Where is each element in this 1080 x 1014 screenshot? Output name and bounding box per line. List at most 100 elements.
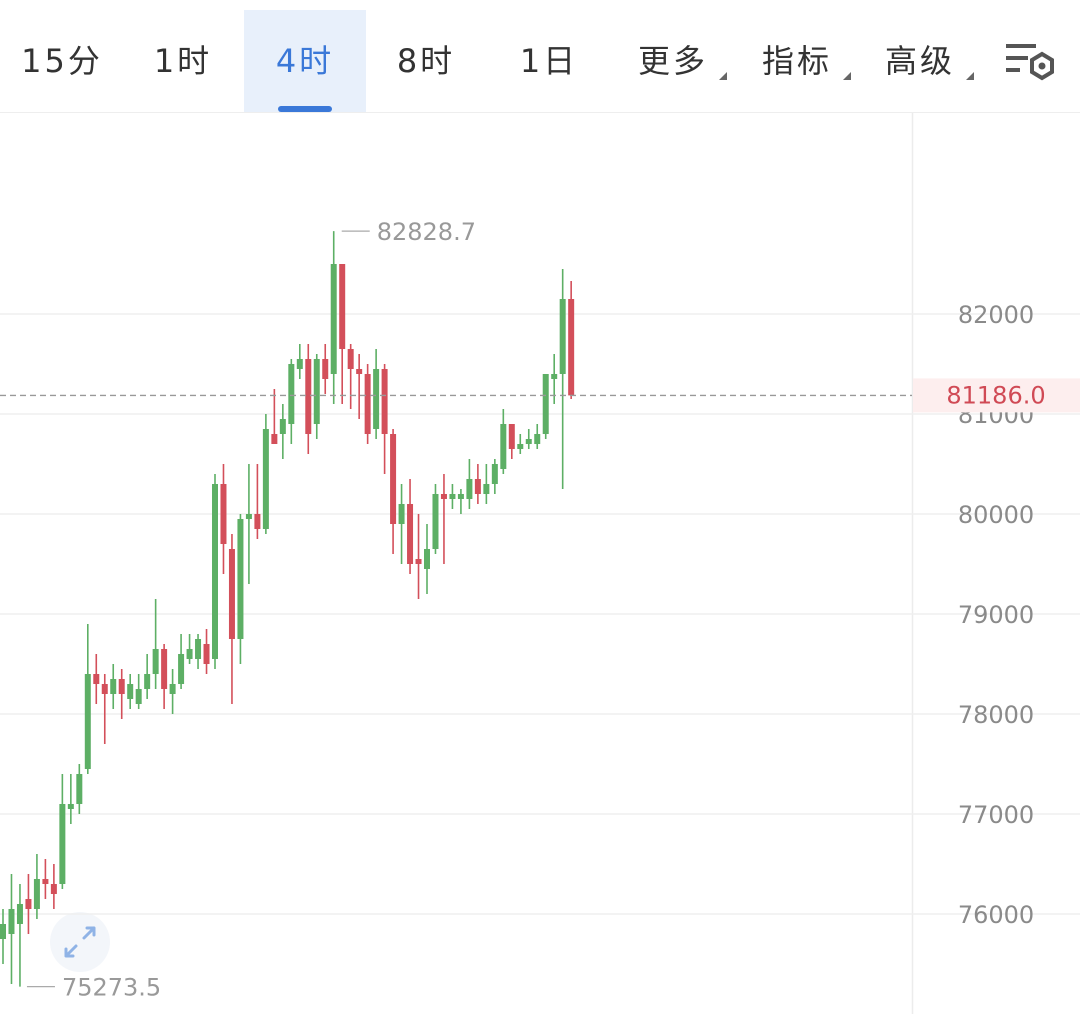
candle-body <box>42 879 49 884</box>
current-price-label: 81186.0 <box>946 381 1045 409</box>
candle-body <box>118 679 125 694</box>
candle-body <box>449 494 456 499</box>
candle-body <box>559 299 566 374</box>
candle-body <box>212 484 218 659</box>
y-tick-label: 79000 <box>958 601 1034 629</box>
y-tick-label: 77000 <box>958 801 1034 829</box>
candle-body <box>127 684 134 699</box>
candle-body <box>373 369 380 429</box>
dropdown-caret <box>843 72 851 80</box>
expand-button[interactable] <box>50 912 110 972</box>
candle-body <box>237 519 244 639</box>
low-label: 75273.5 <box>62 974 161 1002</box>
candle-body <box>76 774 83 804</box>
candle-body <box>245 514 252 519</box>
candle-body <box>466 479 473 499</box>
tab-label[interactable]: 更多 <box>638 42 708 80</box>
settings-icon[interactable] <box>1006 44 1054 81</box>
candle-body <box>59 804 66 884</box>
current-price-bg <box>913 378 1080 413</box>
candle-body <box>305 359 312 434</box>
icon-bar <box>1006 56 1028 60</box>
candle-body <box>525 439 532 444</box>
candle-body <box>84 674 91 769</box>
candle-body <box>474 479 481 494</box>
candle-body <box>67 804 74 809</box>
candle-body <box>178 654 185 684</box>
candle-body <box>322 359 329 379</box>
candle-body <box>491 464 498 484</box>
icon-hex <box>1030 51 1054 81</box>
candle-body <box>424 549 430 569</box>
candle-body <box>500 424 507 469</box>
candle-body <box>93 674 100 684</box>
dropdown-caret <box>966 72 974 80</box>
high-label: 82828.7 <box>377 218 476 246</box>
candle-body <box>203 644 210 664</box>
candle-body <box>508 424 515 449</box>
candle-body <box>144 674 151 689</box>
candle-body <box>254 514 261 529</box>
candle-body <box>169 684 176 694</box>
candle-body <box>33 879 40 909</box>
candle-body <box>390 434 397 524</box>
candle-body <box>517 444 524 449</box>
candle-body <box>551 374 558 379</box>
candle-body <box>161 649 168 689</box>
candle-body <box>110 679 117 694</box>
active-tab-indicator <box>278 106 332 112</box>
tab-label[interactable]: 8时 <box>397 42 455 80</box>
candle-body <box>288 364 295 424</box>
candle-body <box>16 904 23 924</box>
candle-body <box>50 884 57 894</box>
candle-body <box>364 374 371 434</box>
candle-body <box>483 484 490 494</box>
candle-body <box>534 434 541 444</box>
candle-body <box>0 924 6 939</box>
candle-body <box>279 419 286 434</box>
tab-label[interactable]: 1时 <box>154 42 212 80</box>
tab-label[interactable]: 1日 <box>520 42 578 80</box>
candle-body <box>152 649 159 674</box>
candle-body <box>432 494 439 549</box>
candle-body <box>542 374 549 434</box>
candle-body <box>220 484 227 544</box>
candle-body <box>568 299 575 396</box>
candle-body <box>398 504 405 524</box>
candle-body <box>415 559 422 564</box>
candle-body <box>347 349 354 369</box>
candle-body <box>313 359 320 424</box>
plot: 7600077000780007900080000810008200082828… <box>0 218 1080 1002</box>
dropdown-caret <box>719 72 727 80</box>
candle-body <box>330 264 337 374</box>
candle-body <box>8 909 15 934</box>
candle-body <box>296 359 303 369</box>
active-tab-bg <box>244 10 366 112</box>
candle-body <box>407 504 414 564</box>
candle-body <box>440 494 447 499</box>
candle-body <box>339 264 346 349</box>
y-tick-label: 76000 <box>958 901 1034 929</box>
candle-body <box>262 429 269 529</box>
candle-body <box>381 369 388 434</box>
timeframe-bar: 15分 1时 4时 8时 1日 更多 指标 高级 <box>0 10 1080 113</box>
icon-bar <box>1006 68 1020 72</box>
tab-label[interactable]: 高级 <box>885 42 955 80</box>
tab-label[interactable]: 指标 <box>762 42 832 80</box>
expand-icon <box>64 926 96 958</box>
candle-body <box>135 689 142 704</box>
candle-body <box>457 494 464 499</box>
candle-body <box>228 549 235 639</box>
candle-body <box>271 434 278 444</box>
candle-body <box>356 369 363 374</box>
expand-bg <box>50 912 110 972</box>
tab-label[interactable]: 4时 <box>276 42 334 80</box>
candle-body <box>25 899 32 909</box>
tab-label[interactable]: 15分 <box>21 42 103 80</box>
candle-body <box>101 684 108 694</box>
candle-body <box>186 649 193 659</box>
y-tick-label: 78000 <box>958 701 1034 729</box>
icon-bar <box>1006 44 1036 48</box>
